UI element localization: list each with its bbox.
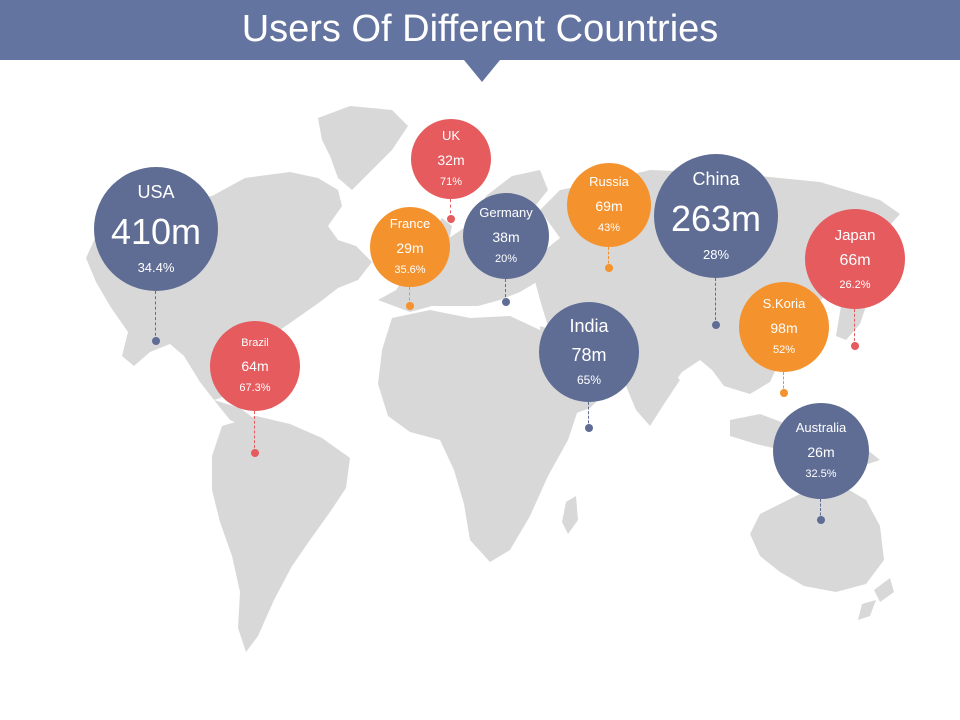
user-count: 263m (670, 198, 762, 240)
user-count: 64m (241, 357, 269, 374)
marker-leader-line (608, 247, 610, 268)
user-count: 26m (807, 444, 835, 461)
user-share: 20% (494, 253, 518, 266)
marker-leader-line (450, 199, 452, 219)
country-name: S.Koria (762, 296, 806, 312)
marker-leader-line (783, 372, 785, 393)
india-landmass (620, 360, 680, 426)
new-zealand-landmass (874, 578, 894, 602)
page-title: Users Of Different Countries (241, 8, 719, 50)
country-name: UK (441, 128, 461, 144)
country-bubble-brazil: Brazil 64m 67.3% (210, 321, 300, 411)
user-count: 66m (839, 252, 871, 270)
australia-landmass (750, 482, 884, 592)
user-count: 410m (110, 211, 202, 253)
country-bubble-germany: Germany 38m 20% (463, 193, 549, 279)
marker-leader-line (715, 278, 717, 325)
user-count: 32m (437, 152, 465, 169)
marker-location-dot (817, 516, 825, 524)
country-bubble-japan: Japan 66m 26.2% (805, 209, 905, 309)
marker-location-dot (585, 424, 593, 432)
user-share: 67.3% (239, 382, 271, 395)
country-name: Germany (479, 205, 533, 221)
africa-landmass (378, 310, 580, 562)
madagascar-landmass (562, 496, 578, 534)
marker-leader-line (254, 411, 256, 453)
marker-leader-line (155, 291, 157, 341)
marker-location-dot (251, 449, 259, 457)
user-share: 35.6% (394, 264, 426, 277)
user-count: 98m (770, 320, 798, 337)
title-banner (0, 0, 960, 60)
user-share: 26.2% (839, 278, 871, 291)
marker-leader-line (505, 279, 507, 302)
country-bubble-uk: UK 32m 71% (411, 119, 491, 199)
marker-location-dot (152, 337, 160, 345)
country-bubble-india: India 78m 65% (539, 302, 639, 402)
marker-leader-line (409, 287, 411, 306)
marker-leader-line (820, 499, 822, 520)
user-share: 71% (439, 176, 463, 189)
country-bubble-usa: USA 410m 34.4% (94, 167, 218, 291)
user-share: 28% (702, 246, 730, 262)
country-bubble-russia: Russia 69m 43% (567, 163, 651, 247)
country-name: Russia (589, 174, 629, 190)
country-name: Japan (834, 226, 876, 244)
marker-location-dot (447, 215, 455, 223)
greenland-landmass (318, 106, 408, 190)
country-name: Brazil (241, 337, 269, 350)
country-name: Australia (795, 420, 847, 436)
user-count: 69m (595, 198, 623, 215)
marker-location-dot (780, 389, 788, 397)
user-count: 29m (396, 240, 424, 257)
marker-location-dot (406, 302, 414, 310)
marker-location-dot (851, 342, 859, 350)
user-share: 52% (772, 344, 796, 357)
country-name: USA (137, 182, 175, 203)
user-share: 65% (576, 372, 602, 387)
marker-leader-line (588, 402, 590, 428)
country-bubble-skorea: S.Koria 98m 52% (739, 282, 829, 372)
country-name: India (569, 316, 609, 337)
user-share: 32.5% (805, 468, 837, 481)
country-bubble-australia: Australia 26m 32.5% (773, 403, 869, 499)
marker-leader-line (854, 309, 856, 346)
user-share: 43% (597, 222, 621, 235)
country-bubble-france: France 29m 35.6% (370, 207, 450, 287)
country-name: France (389, 216, 431, 232)
country-bubble-china: China 263m 28% (654, 154, 778, 278)
banner-pointer (464, 60, 500, 82)
marker-location-dot (605, 264, 613, 272)
marker-location-dot (502, 298, 510, 306)
marker-location-dot (712, 321, 720, 329)
user-share: 34.4% (137, 259, 175, 275)
user-count: 78m (571, 345, 607, 366)
user-count: 38m (492, 229, 520, 246)
south-america-landmass (212, 416, 350, 652)
country-name: China (692, 169, 740, 190)
new-zealand-south-landmass (858, 600, 876, 620)
